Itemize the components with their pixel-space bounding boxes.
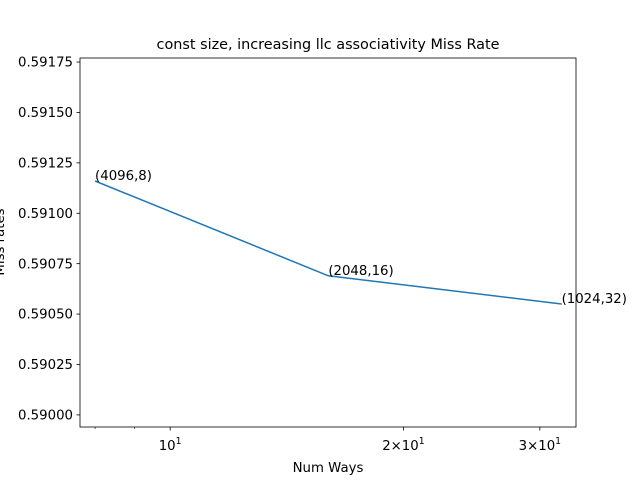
- x-tick-label: 2×101: [382, 436, 425, 454]
- plot-area: (4096,8) (2048,16) (1024,32): [79, 57, 627, 428]
- point-annotation: (2048,16): [328, 264, 393, 279]
- y-tick-label: 0.59150: [18, 106, 73, 121]
- point-annotation: (1024,32): [562, 292, 627, 307]
- y-tick-label: 0.59175: [18, 56, 73, 71]
- axes-frame: [79, 57, 577, 428]
- x-axis-label: Num Ways: [293, 461, 364, 476]
- y-tick-label: 0.59100: [18, 207, 73, 222]
- y-tick-label: 0.59075: [18, 257, 73, 272]
- point-annotation: (4096,8): [95, 169, 152, 184]
- y-axis: 0.59000 0.59025 0.59050 0.59075 0.59100 0.591…: [18, 56, 80, 424]
- y-tick-label: 0.59025: [18, 358, 73, 373]
- x-tick-label: 3×101: [519, 436, 562, 454]
- x-axis: 101 2×101 3×101: [94, 427, 562, 454]
- y-tick-label: 0.59050: [18, 308, 73, 323]
- y-axis-label: Miss rates: [0, 208, 8, 275]
- series-line: [94, 180, 562, 305]
- y-tick-label: 0.59125: [18, 156, 73, 171]
- y-tick-label: 0.59000: [18, 409, 73, 424]
- chart-title: const size, increasing llc associativity…: [157, 37, 500, 53]
